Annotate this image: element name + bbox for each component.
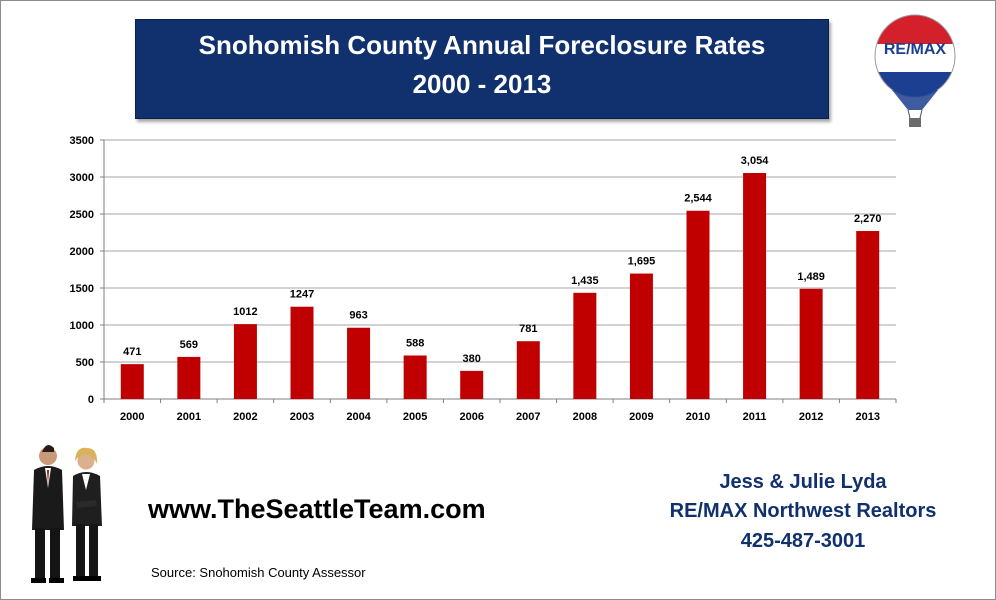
data-label: 2,544 <box>684 193 712 205</box>
agent-names: Jess & Julie Lyda <box>719 471 887 493</box>
data-label: 781 <box>519 323 537 335</box>
bar <box>686 210 710 399</box>
x-tick-label: 2000 <box>120 411 144 423</box>
data-label: 569 <box>180 339 198 351</box>
bar <box>403 355 427 399</box>
title-banner: Snohomish County Annual Foreclosure Rate… <box>135 19 829 119</box>
x-tick-label: 2007 <box>516 411 540 423</box>
x-tick-label: 2006 <box>459 411 483 423</box>
y-tick-label: 3000 <box>70 172 94 184</box>
source-note: Source: Snohomish County Assessor <box>151 565 366 580</box>
x-tick-label: 2009 <box>629 411 653 423</box>
bar <box>799 288 823 399</box>
bar <box>743 173 767 399</box>
x-tick-label: 2003 <box>290 411 314 423</box>
bar <box>120 364 144 399</box>
bar <box>347 327 371 399</box>
website-url: www.TheSeattleTeam.com <box>148 494 486 524</box>
x-tick-label: 2005 <box>403 411 427 423</box>
data-label: 380 <box>463 353 481 365</box>
data-label: 1,695 <box>628 256 656 268</box>
data-label: 588 <box>406 337 424 349</box>
bar <box>516 341 540 399</box>
phone-number: 425-487-3001 <box>740 530 866 552</box>
y-tick-label: 1000 <box>70 320 94 332</box>
agent-man-figure <box>31 445 64 583</box>
bar <box>573 292 597 399</box>
bar <box>856 231 880 399</box>
x-tick-label: 2002 <box>233 411 257 423</box>
remax-logo: RE/MAX <box>874 14 956 127</box>
bar <box>629 273 653 399</box>
data-label: 963 <box>349 310 367 322</box>
bar <box>460 370 484 399</box>
agent-woman-figure <box>72 447 102 581</box>
y-tick-label: 1500 <box>70 283 94 295</box>
y-tick-label: 0 <box>88 394 94 406</box>
x-tick-label: 2001 <box>177 411 201 423</box>
bar <box>290 306 314 399</box>
y-tick-label: 2500 <box>70 209 94 221</box>
chart-subtitle: 2000 - 2013 <box>412 69 552 99</box>
data-label: 1247 <box>290 289 314 301</box>
remax-logo-text: RE/MAX <box>884 41 947 58</box>
x-tick-label: 2004 <box>346 411 371 423</box>
brokerage-name: RE/MAX Northwest Realtors <box>669 500 937 522</box>
x-tick-label: 2008 <box>573 411 597 423</box>
y-tick-label: 500 <box>76 357 94 369</box>
y-tick-label: 3500 <box>70 135 94 147</box>
data-label: 1012 <box>233 306 257 318</box>
bar <box>177 356 201 399</box>
y-tick-label: 2000 <box>70 246 94 258</box>
x-tick-label: 2011 <box>743 411 767 423</box>
x-tick-label: 2010 <box>686 411 710 423</box>
data-label: 2,270 <box>854 213 882 225</box>
data-label: 1,435 <box>571 275 599 287</box>
data-label: 471 <box>123 346 141 358</box>
data-label: 1,489 <box>797 271 825 283</box>
chart-title: Snohomish County Annual Foreclosure Rate… <box>198 30 766 60</box>
agents-photo <box>31 445 102 583</box>
x-tick-label: 2012 <box>799 411 823 423</box>
data-label: 3,054 <box>741 155 769 167</box>
bar <box>233 324 257 399</box>
x-tick-label: 2013 <box>855 411 879 423</box>
